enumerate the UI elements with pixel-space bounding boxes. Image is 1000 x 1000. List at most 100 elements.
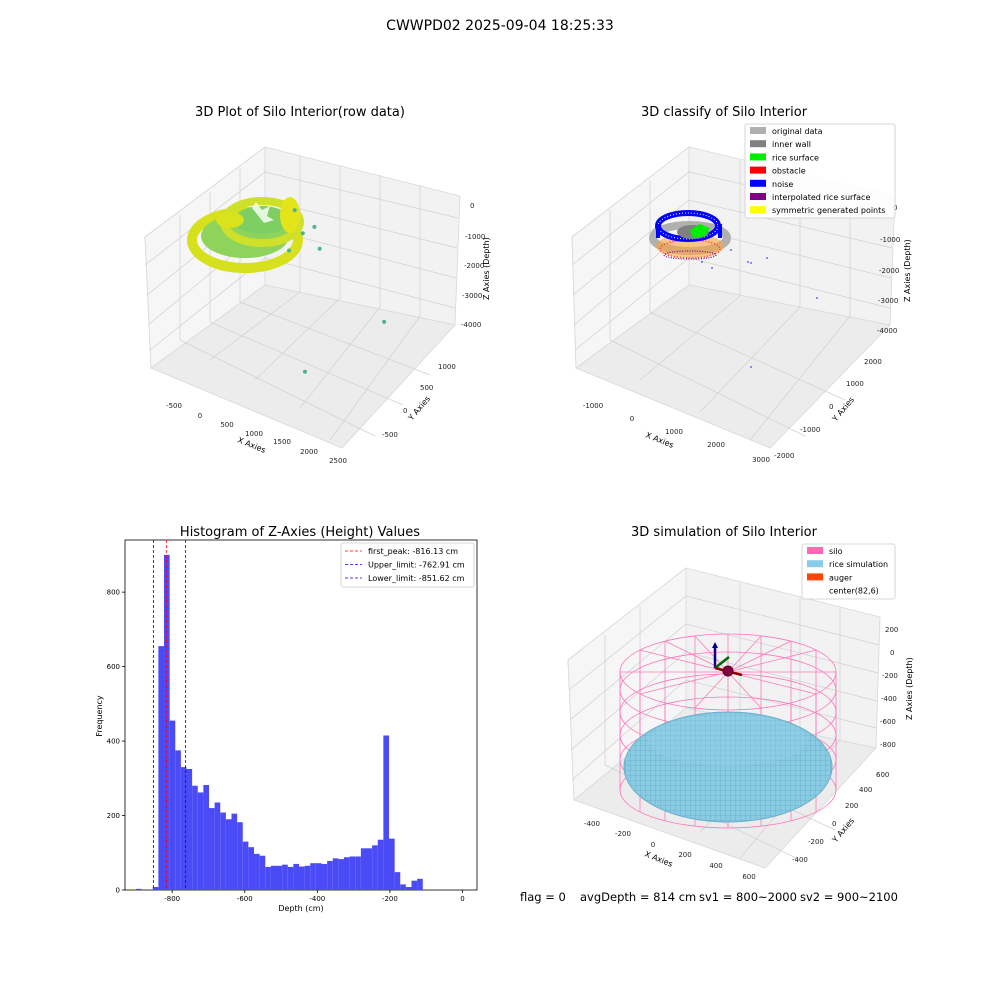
panel4-title: 3D simulation of Silo Interior xyxy=(631,525,818,540)
hist-bar xyxy=(152,887,159,890)
y-tick-label: 600 xyxy=(107,663,120,671)
hist-y-ticks: 0 200 400 600 800 xyxy=(107,589,125,895)
legend-swatch xyxy=(807,560,823,568)
hist-bar xyxy=(304,865,311,890)
p2-ytick: -1000 xyxy=(800,426,820,434)
p4-xlabel: X Axies xyxy=(643,850,674,869)
p4-xtick: 600 xyxy=(742,873,755,881)
hist-bar xyxy=(332,858,339,890)
hist-bar xyxy=(265,866,271,890)
p1-ylabel: Y Axies xyxy=(406,394,432,423)
legend-swatch xyxy=(807,547,823,554)
hist-bar xyxy=(411,880,418,890)
hist-bar xyxy=(299,866,305,890)
hist-bar xyxy=(349,856,356,890)
y-tick-label: 400 xyxy=(107,738,120,746)
p2-xtick: 0 xyxy=(630,415,634,423)
hist-legend: first_peak: -816.13 cm Upper_limit: -762.… xyxy=(340,542,475,588)
p2-ytick: 0 xyxy=(829,403,833,411)
p4-ytick: 0 xyxy=(832,820,836,828)
hist-bar xyxy=(180,767,187,890)
auger-marker xyxy=(712,642,743,677)
legend-swatch xyxy=(750,127,766,134)
hist-bar xyxy=(310,863,316,890)
outlier-point xyxy=(382,319,387,324)
legend-label: inner wall xyxy=(772,140,811,149)
hist-bar xyxy=(270,865,277,890)
hist-bar xyxy=(327,860,333,890)
panel1-panes xyxy=(144,146,461,449)
hist-bar xyxy=(203,785,209,890)
p4-ytick: 600 xyxy=(876,771,889,779)
p2-ytick: 2000 xyxy=(864,358,882,366)
hist-bar xyxy=(321,863,328,890)
panel2-cluster xyxy=(649,210,731,260)
panel-histogram: Histogram of Z-Axies (Height) Values -80… xyxy=(95,525,478,913)
p4-ytick: 200 xyxy=(845,802,858,810)
hist-reference-lines xyxy=(153,540,187,890)
panel1-title: 3D Plot of Silo Interior(row data) xyxy=(195,105,405,120)
legend-label: interpolated rice surface xyxy=(772,193,870,202)
hist-bar xyxy=(225,819,232,890)
legend-label: symmetric generated points xyxy=(772,206,885,215)
x-tick-label: -800 xyxy=(164,895,180,903)
legend-swatch xyxy=(750,140,766,148)
hist-x-ticks: -800 -600 -400 -200 0 xyxy=(164,890,465,903)
hist-bar xyxy=(287,866,294,890)
p4-ztick: -400 xyxy=(881,695,897,703)
p1-ztick: 0 xyxy=(470,202,474,210)
panel4-legend: silo rice simulation auger center(82,6) xyxy=(801,543,896,600)
p4-xtick: -200 xyxy=(615,830,631,838)
hist-bar xyxy=(282,864,288,890)
p4-ztick: -600 xyxy=(880,718,896,726)
hist-bar xyxy=(372,845,378,890)
hist-bars xyxy=(135,554,423,890)
p2-xtick: 3000 xyxy=(752,456,770,464)
legend-label: rice surface xyxy=(772,153,819,162)
p1-ztick: -4000 xyxy=(461,321,481,329)
legend-swatch xyxy=(750,179,766,187)
p1-xtick: 2500 xyxy=(329,457,347,465)
legend-label: Lower_limit: -851.62 cm xyxy=(368,574,465,583)
p4-xtick: 0 xyxy=(651,841,655,849)
x-tick-label: -600 xyxy=(237,895,253,903)
hist-bar xyxy=(192,785,198,890)
p1-xtick: 500 xyxy=(220,421,233,429)
status-sv1: sv1 = 800~2000 xyxy=(699,890,797,904)
hist-bar xyxy=(377,839,384,890)
hist-bar xyxy=(237,822,243,890)
p1-xlabel: X Axies xyxy=(236,436,267,455)
panel2-noise-points xyxy=(701,249,818,368)
legend-label: rice simulation xyxy=(829,560,888,569)
outlier-point xyxy=(300,231,305,236)
panel1-outlier-points xyxy=(287,208,387,374)
p2-xtick: 1000 xyxy=(665,428,683,436)
p4-ztick: -800 xyxy=(880,741,896,749)
panel-simulation-3d: 3D simulation of Silo Interior xyxy=(567,525,914,881)
p2-ztick: -1000 xyxy=(880,236,900,244)
hist-bar xyxy=(315,863,322,890)
p4-ztick: 200 xyxy=(885,626,898,634)
status-flag: flag = 0 xyxy=(520,890,566,904)
hist-bar xyxy=(254,853,260,890)
panel1-surface xyxy=(187,197,304,273)
legend-label: Upper_limit: -762.91 cm xyxy=(368,561,465,570)
x-tick-label: -200 xyxy=(382,895,398,903)
p1-xtick: 2000 xyxy=(300,448,318,456)
p1-zlabel: Z Axies (Depth) xyxy=(482,237,491,300)
legend-label: center(82,6) xyxy=(829,587,879,596)
status-avg-depth: avgDepth = 814 cm xyxy=(580,890,697,904)
p4-ytick: -200 xyxy=(808,838,824,846)
p1-ytick: 0 xyxy=(403,407,407,415)
outlier-point xyxy=(287,248,292,253)
p4-zlabel: Z Axies (Depth) xyxy=(905,657,914,720)
hist-ylabel: Frequency xyxy=(95,695,104,737)
hist-bar xyxy=(383,735,389,890)
hist-bar xyxy=(400,884,406,890)
y-tick-label: 200 xyxy=(107,812,120,820)
hist-bar xyxy=(220,812,226,890)
legend-swatch xyxy=(750,193,766,200)
p1-xtick: 1500 xyxy=(273,438,291,446)
hist-bar xyxy=(169,720,176,890)
